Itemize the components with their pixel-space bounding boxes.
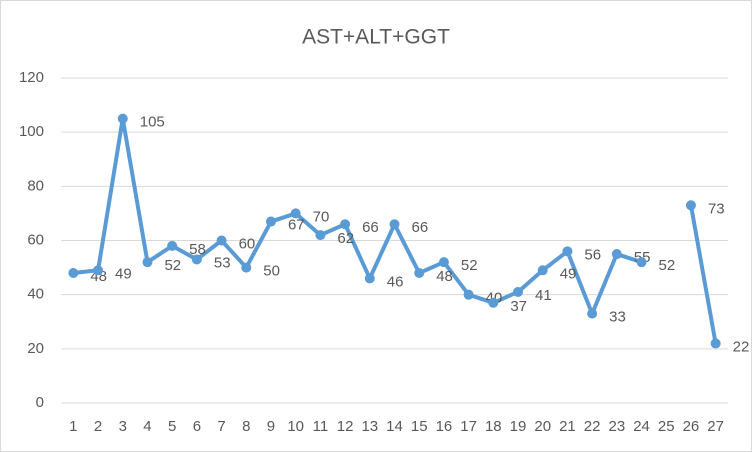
y-tick-label: 0 [36,394,44,411]
data-label: 52 [164,257,181,274]
x-tick-label: 5 [168,418,176,435]
x-tick-label: 6 [193,418,201,435]
marker [710,338,721,349]
x-tick-label: 8 [242,418,250,435]
marker [191,254,202,265]
x-tick-label: 4 [143,418,151,435]
marker [290,208,301,219]
marker [315,230,326,241]
data-label: 62 [337,230,354,247]
x-tick-label: 2 [94,418,102,435]
x-tick-label: 10 [287,418,304,435]
marker [463,289,474,300]
data-label: 49 [560,265,577,282]
chart-title: AST+ALT+GGT [302,26,450,49]
data-label: 48 [436,268,453,285]
data-label: 53 [214,254,231,271]
marker [685,200,696,211]
data-label: 52 [461,257,478,274]
y-tick-label: 60 [27,231,44,248]
x-tick-label: 17 [460,418,477,435]
x-tick-label: 18 [485,418,502,435]
marker [117,113,128,124]
marker [265,216,276,227]
marker [389,219,400,230]
data-label: 46 [387,273,404,290]
x-tick-label: 9 [267,418,275,435]
marker [513,286,524,297]
data-label: 67 [288,217,305,234]
x-tick-label: 20 [534,418,551,435]
marker [68,268,79,278]
y-tick-label: 80 [27,177,44,194]
x-tick-label: 14 [386,418,403,435]
data-label: 37 [510,298,527,315]
marker [364,273,375,284]
x-tick-label: 7 [217,418,225,435]
y-tick-label: 100 [19,123,44,140]
marker [142,257,153,268]
data-label: 50 [263,263,280,280]
x-tick-label: 13 [361,418,378,435]
data-label: 33 [609,309,626,326]
x-tick-label: 16 [436,418,453,435]
data-label: 70 [313,208,330,225]
marker [167,240,178,251]
x-tick-label: 21 [559,418,576,435]
x-tick-label: 24 [633,418,650,435]
x-tick-label: 3 [119,418,127,435]
y-tick-label: 120 [19,69,44,86]
x-tick-label: 26 [683,418,700,435]
marker [93,265,104,276]
data-label: 66 [362,219,379,236]
x-tick-label: 22 [584,418,601,435]
data-label: 58 [189,241,206,258]
marker [414,268,425,278]
x-tick-label: 27 [707,418,724,435]
marker [488,297,499,308]
data-label: 60 [239,235,256,252]
data-label: 49 [115,265,132,282]
marker [216,235,227,246]
marker [611,249,622,260]
marker [438,257,449,268]
x-tick-label: 23 [608,418,625,435]
data-label: 41 [535,287,552,304]
marker [241,262,252,273]
data-label: 105 [140,114,165,131]
x-tick-label: 15 [411,418,428,435]
x-tick-label: 12 [337,418,354,435]
x-tick-label: 11 [313,418,329,435]
marker [340,219,351,230]
marker [562,246,573,257]
data-label: 56 [584,246,601,263]
y-tick-label: 20 [27,340,44,357]
marker [537,265,548,276]
x-tick-label: 25 [658,418,675,435]
data-label: 66 [412,219,429,236]
y-tick-label: 40 [27,286,44,303]
data-label: 22 [733,338,750,355]
x-tick-label: 1 [69,418,77,435]
data-label: 73 [708,200,725,217]
marker [636,257,647,268]
x-tick-label: 19 [510,418,527,435]
data-label: 52 [659,257,676,274]
marker [587,308,598,319]
